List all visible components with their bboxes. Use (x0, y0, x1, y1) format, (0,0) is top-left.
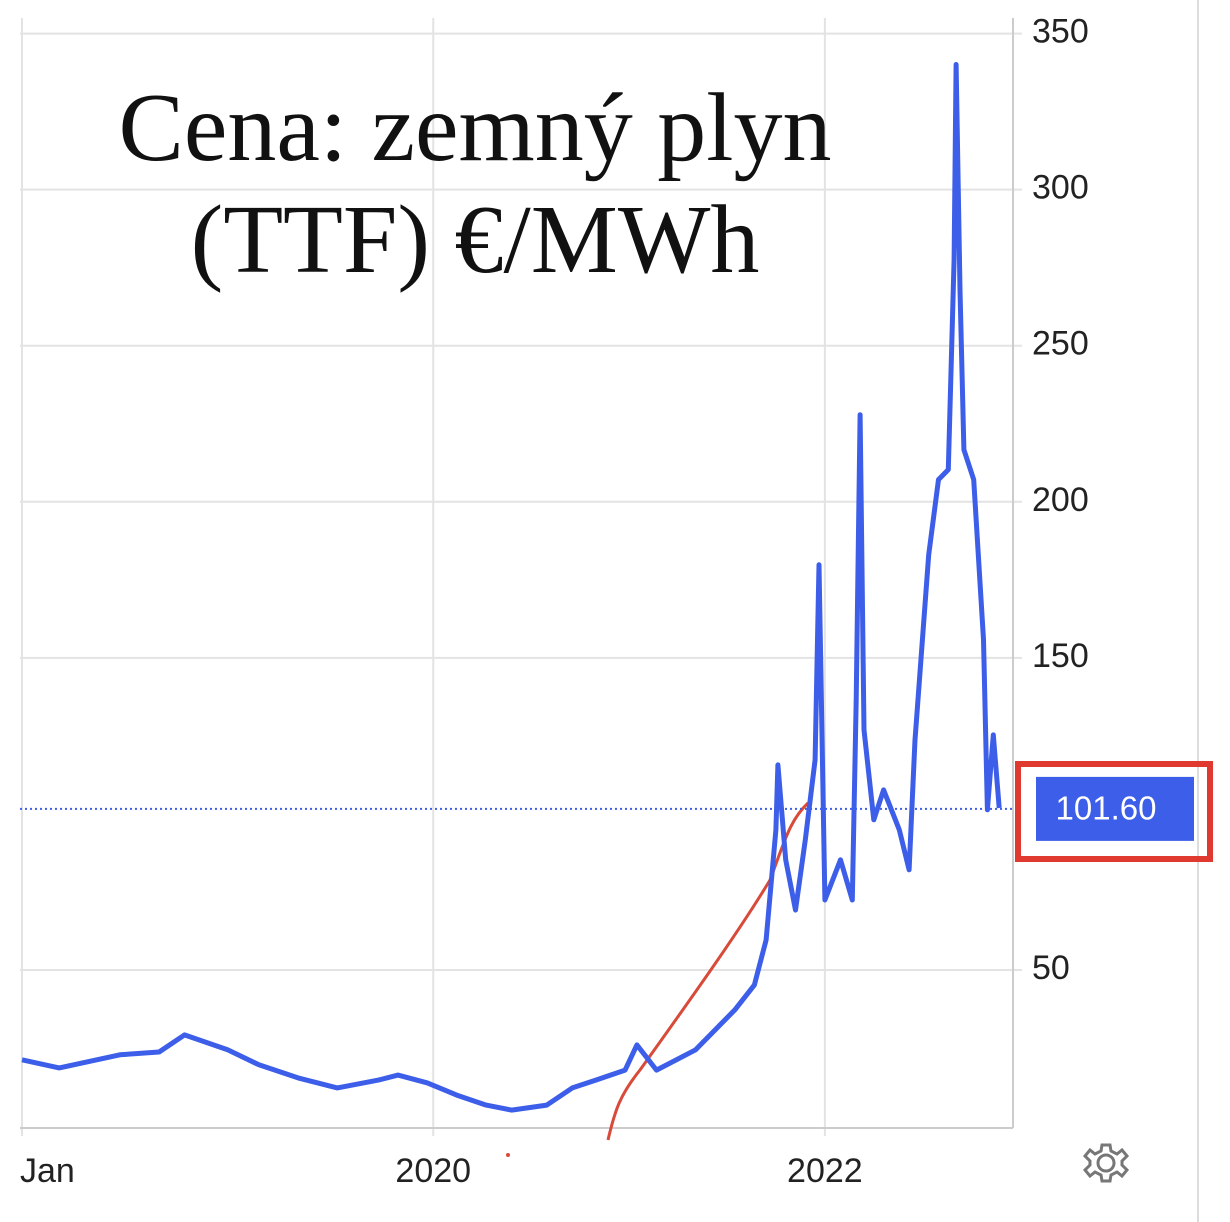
y-tick-label: 200 (1032, 481, 1089, 519)
highlight-box (1015, 761, 1213, 862)
y-tick-label: 350 (1032, 13, 1089, 51)
y-tick-label: 50 (1032, 949, 1070, 987)
hand-drawn-annotation (606, 801, 810, 1141)
grid (20, 18, 1022, 1136)
y-tick-label: 300 (1032, 169, 1089, 207)
last-value-label: 101.60 (1056, 790, 1157, 827)
annotation-dot (506, 1153, 510, 1157)
x-tick-label: Jan (20, 1152, 75, 1190)
x-tick-label: 2022 (787, 1152, 863, 1190)
y-tick-label: 250 (1032, 325, 1089, 363)
price-line (21, 62, 1002, 1113)
x-tick-label: 2020 (395, 1152, 471, 1190)
y-tick-label: 150 (1032, 637, 1089, 675)
settings-icon[interactable] (1082, 1143, 1130, 1183)
last-value-box (1036, 776, 1194, 841)
plot (20, 62, 1013, 1113)
chart-title: Cena: zemný plyn (TTF) €/MWh (118, 74, 832, 294)
